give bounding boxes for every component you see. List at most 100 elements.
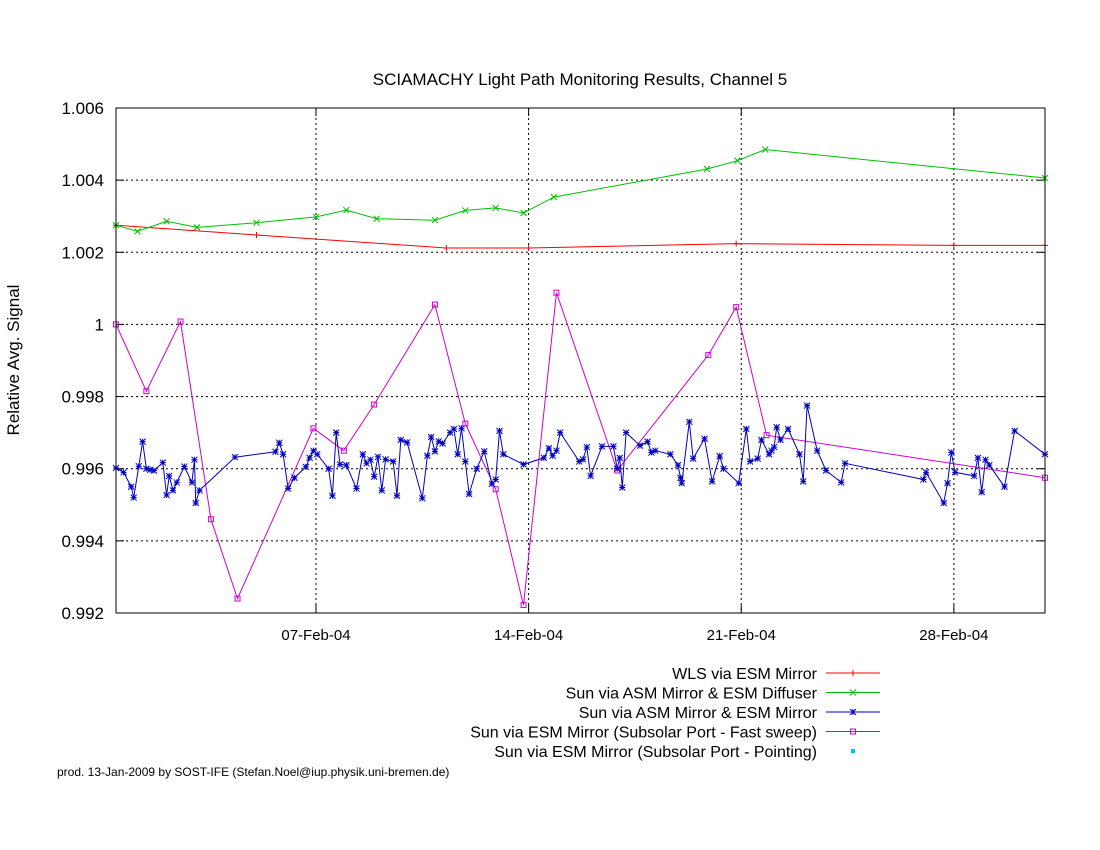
data-point (705, 352, 712, 359)
data-point (803, 402, 811, 409)
x-tick-label: 21-Feb-04 (707, 627, 776, 644)
data-point (970, 472, 978, 480)
data-point (389, 458, 397, 465)
data-point (770, 443, 778, 451)
data-point (127, 483, 135, 491)
data-point (291, 474, 298, 482)
data-point (837, 479, 845, 486)
data-point (435, 437, 443, 445)
data-point (340, 447, 347, 454)
y-tick-label: 0.996 (61, 460, 104, 479)
data-point (180, 463, 188, 470)
data-point (716, 452, 724, 460)
legend-label: Sun via ESM Mirror (Subsolar Port - Poin… (494, 744, 817, 761)
data-point (765, 450, 773, 458)
data-point (754, 455, 762, 462)
y-tick-label: 0.998 (61, 388, 104, 407)
data-point (734, 157, 741, 165)
data-point (272, 448, 279, 456)
data-point (622, 429, 630, 436)
data-point (850, 728, 856, 735)
data-point (450, 425, 458, 433)
data-point (134, 228, 141, 235)
data-point (1011, 427, 1018, 435)
x-tick-label: 07-Feb-04 (281, 627, 350, 644)
data-point (761, 146, 769, 153)
y-tick-label: 0.992 (61, 604, 104, 623)
data-point (458, 424, 465, 432)
y-axis-ticks: 0.992 0.994 0.996 0.998 1 1.002 1.004 1.006 (61, 99, 1045, 623)
data-point (499, 450, 507, 458)
data-point (353, 485, 360, 492)
legend-label: Sun via ASM Mirror & ESM Mirror (579, 705, 818, 722)
data-point (492, 204, 500, 212)
data-point (191, 456, 198, 464)
data-point (978, 488, 986, 496)
legend-label: Sun via ASM Mirror & ESM Diffuser (566, 686, 818, 703)
data-point (378, 487, 386, 494)
data-point (763, 432, 770, 439)
data-point (920, 476, 927, 483)
data-point (443, 244, 450, 251)
series-line (115, 148, 1046, 232)
data-point (188, 479, 196, 486)
data-point (427, 433, 435, 441)
data-point (192, 499, 200, 507)
data-point (520, 209, 527, 217)
y-axis-label: Relative Avg. Signal (4, 285, 23, 436)
data-point (342, 206, 350, 214)
x-tick-label: 14-Feb-04 (494, 627, 563, 644)
data-point (492, 486, 499, 493)
data-point (332, 429, 340, 436)
data-point (359, 450, 367, 458)
data-point (234, 595, 241, 602)
data-point (275, 439, 283, 447)
data-point (540, 454, 548, 462)
data-point (163, 491, 170, 499)
legend-label: WLS via ESM Mirror (672, 666, 818, 683)
data-point (587, 472, 594, 480)
series-3 (113, 289, 1048, 609)
data-point (461, 207, 469, 214)
y-tick-label: 0.994 (61, 532, 104, 551)
data-point (985, 461, 993, 469)
data-point (685, 418, 693, 426)
data-point (610, 442, 617, 450)
data-point (851, 749, 855, 753)
data-point (550, 193, 558, 201)
series-line (115, 224, 1045, 249)
data-point (135, 462, 143, 470)
data-point (583, 443, 591, 451)
data-point (418, 494, 426, 502)
data-point (575, 458, 583, 465)
data-point (553, 289, 560, 296)
data-point (841, 459, 849, 467)
data-point (143, 388, 150, 395)
data-point (496, 427, 503, 435)
data-point (598, 442, 606, 450)
data-point (950, 242, 957, 249)
data-point (553, 447, 560, 455)
data-point (310, 447, 317, 455)
data-point (651, 447, 659, 455)
data-point (462, 420, 469, 427)
data-point (284, 485, 292, 492)
data-point (849, 708, 857, 716)
data-point (325, 465, 332, 473)
y-tick-label: 1.006 (61, 99, 104, 118)
data-point (951, 468, 959, 476)
data-point (371, 401, 378, 408)
series-0 (113, 222, 1048, 251)
legend-label: Sun via ESM Mirror (Subsolar Port - Fast… (470, 725, 817, 742)
data-point (473, 465, 481, 473)
grid-lines (116, 108, 1045, 613)
data-point (193, 224, 201, 231)
series-1 (112, 146, 1049, 235)
data-point (461, 458, 469, 465)
data-point (439, 440, 446, 447)
data-point (667, 450, 674, 458)
data-point (403, 439, 411, 446)
plot-series (112, 146, 1049, 609)
data-point (689, 455, 697, 462)
data-point (231, 453, 239, 461)
